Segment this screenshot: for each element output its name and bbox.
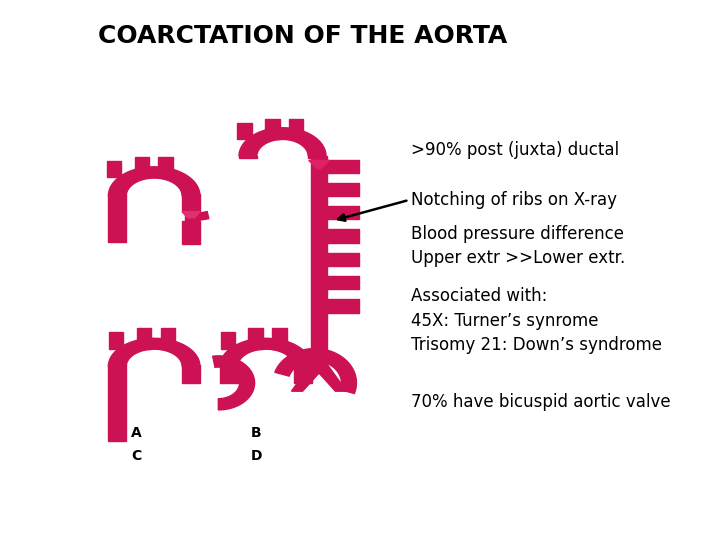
Bar <box>182 364 200 383</box>
Bar <box>185 211 194 223</box>
Polygon shape <box>109 338 200 366</box>
Bar <box>109 364 126 441</box>
Bar <box>327 206 359 219</box>
Polygon shape <box>192 212 209 221</box>
Bar <box>137 328 151 349</box>
Text: B: B <box>251 426 261 440</box>
Polygon shape <box>311 364 346 391</box>
Text: Blood pressure difference
Upper extr >>Lower extr.: Blood pressure difference Upper extr >>L… <box>411 225 625 267</box>
Bar <box>248 328 263 349</box>
Text: Associated with:
45X: Turner’s synrome
Trisomy 21: Down’s syndrome: Associated with: 45X: Turner’s synrome T… <box>411 287 662 354</box>
Bar <box>308 156 326 158</box>
Text: Notching of ribs on X-ray: Notching of ribs on X-ray <box>411 191 617 209</box>
Bar <box>327 183 359 196</box>
Text: COARCTATION OF THE AORTA: COARCTATION OF THE AORTA <box>98 24 507 48</box>
Text: >90% post (juxta) ductal: >90% post (juxta) ductal <box>411 141 619 159</box>
Bar <box>289 119 303 139</box>
Polygon shape <box>182 212 200 218</box>
Bar <box>311 156 327 364</box>
Bar <box>327 230 359 243</box>
Text: D: D <box>251 449 262 463</box>
Bar <box>107 161 121 177</box>
Polygon shape <box>220 338 312 366</box>
Text: C: C <box>131 449 141 463</box>
Bar <box>182 221 200 244</box>
Bar <box>161 328 176 349</box>
Bar <box>109 332 124 349</box>
Bar <box>265 119 280 139</box>
Bar <box>135 157 149 177</box>
Bar <box>327 276 359 289</box>
Polygon shape <box>109 167 200 196</box>
Bar <box>220 332 235 349</box>
Bar <box>327 299 359 313</box>
Polygon shape <box>275 349 356 394</box>
Bar <box>327 253 359 266</box>
Bar <box>158 157 173 177</box>
Bar <box>182 194 200 212</box>
Polygon shape <box>212 356 255 410</box>
Bar <box>272 328 287 349</box>
Bar <box>109 194 126 241</box>
Bar <box>220 364 238 383</box>
Bar <box>327 160 359 173</box>
Bar <box>239 156 257 158</box>
Bar <box>294 364 312 383</box>
Text: 70% have bicuspid aortic valve: 70% have bicuspid aortic valve <box>411 393 670 410</box>
Bar <box>238 123 252 139</box>
Polygon shape <box>309 160 329 168</box>
Text: A: A <box>131 426 142 440</box>
Polygon shape <box>239 128 326 156</box>
Polygon shape <box>292 364 327 391</box>
